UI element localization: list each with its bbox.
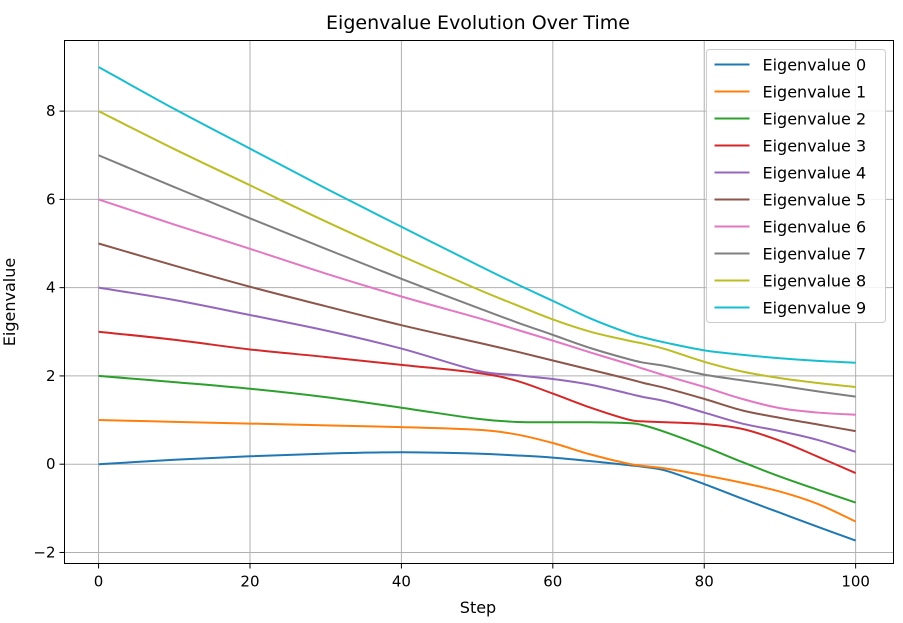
series-line-eigenvalue-8 — [98, 110, 856, 388]
series-line-eigenvalue-7 — [98, 154, 856, 398]
x-tick-label: 20 — [240, 573, 259, 591]
legend-box — [706, 49, 886, 323]
axis-ticks: 0 20 40 60 80 100 −2 0 2 4 6 8 — [33, 102, 870, 590]
x-tick-label: 60 — [543, 573, 562, 591]
x-tick-label: 100 — [841, 573, 870, 591]
legend-label: Eigenvalue 2 — [763, 110, 867, 129]
legend-label: Eigenvalue 7 — [763, 245, 867, 264]
x-tick-label: 40 — [392, 573, 411, 591]
series-line-eigenvalue-5 — [98, 242, 856, 433]
series-line-eigenvalue-9 — [98, 66, 856, 364]
legend-label: Eigenvalue 8 — [763, 272, 867, 291]
y-tick-label: 4 — [46, 279, 56, 297]
y-tick-label: 6 — [46, 190, 56, 208]
series-line-eigenvalue-4 — [98, 286, 856, 453]
series-lines — [98, 66, 857, 542]
x-tick-label: 80 — [695, 573, 714, 591]
x-axis-title: Step — [460, 598, 496, 617]
y-tick-label: −2 — [33, 543, 55, 561]
series-line-eigenvalue-0 — [98, 451, 856, 542]
legend-label: Eigenvalue 1 — [763, 83, 867, 102]
legend-label: Eigenvalue 5 — [763, 191, 867, 210]
legend: Eigenvalue 0 Eigenvalue 1 Eigenvalue 2 Eige… — [706, 49, 886, 323]
y-tick-label: 2 — [46, 367, 56, 385]
series-line-eigenvalue-2 — [98, 374, 856, 504]
legend-label: Eigenvalue 9 — [763, 299, 867, 318]
legend-label: Eigenvalue 3 — [763, 137, 867, 156]
legend-label: Eigenvalue 6 — [763, 218, 867, 237]
y-tick-label: 8 — [46, 102, 56, 120]
legend-label: Eigenvalue 0 — [763, 56, 867, 75]
chart-title: Eigenvalue Evolution Over Time — [326, 12, 630, 34]
series-line-eigenvalue-1 — [98, 419, 857, 523]
x-tick-label: 0 — [94, 573, 104, 591]
plot-frame — [64, 40, 894, 564]
series-line-eigenvalue-3 — [98, 330, 857, 474]
series-line-eigenvalue-6 — [98, 198, 856, 416]
y-tick-label: 0 — [46, 455, 56, 473]
y-axis-title: Eigenvalue — [0, 258, 19, 346]
legend-label: Eigenvalue 4 — [763, 164, 867, 183]
